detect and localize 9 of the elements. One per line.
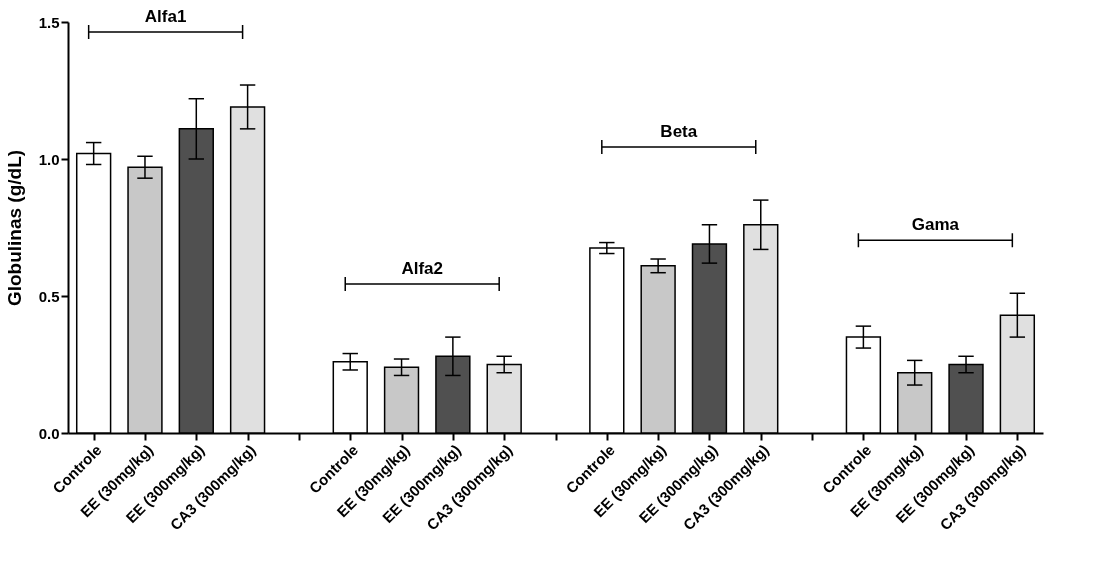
y-axis-title: Globulinas (g/dL) [3,149,25,307]
y-tick-label: 1.5 [38,13,60,31]
y-tick-label: 0.5 [38,287,60,305]
y-tick-label: 0.0 [38,424,60,442]
annotation: Gama [911,215,960,235]
annotation: Alfa1 [144,7,187,27]
y-tick-label: 1.0 [38,150,60,168]
annotation: Alfa2 [401,259,443,279]
annotation: Beta [660,122,698,142]
